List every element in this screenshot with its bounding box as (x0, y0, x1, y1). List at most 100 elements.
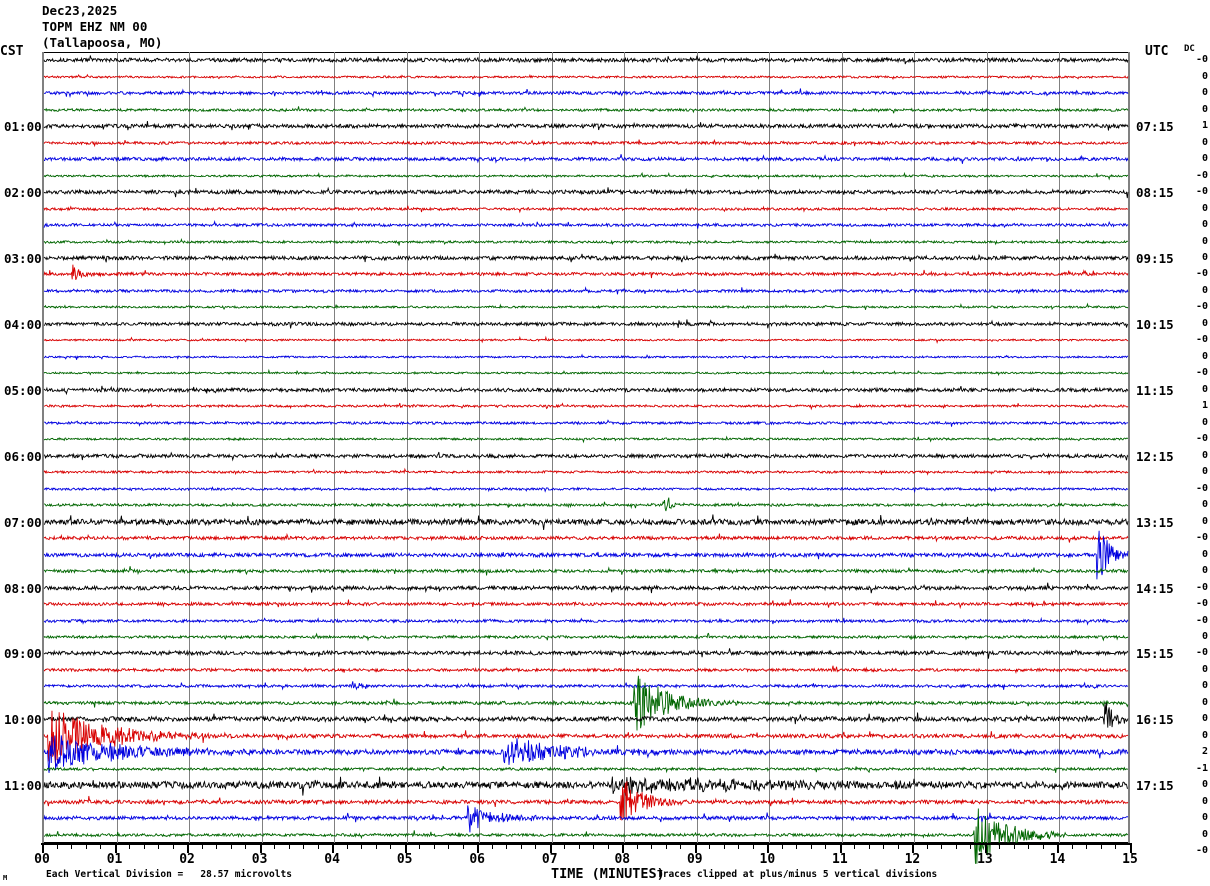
trace-line-blue (44, 487, 1128, 491)
trace-row (44, 484, 1128, 560)
vertical-gridline-minute-09 (696, 52, 698, 843)
trace-line-black (44, 386, 1128, 394)
x-axis-minor-tick (317, 843, 319, 849)
vertical-gridline-minute-13 (986, 52, 988, 843)
x-axis-minor-tick (723, 843, 725, 849)
dc-value: -0 (1195, 598, 1208, 610)
x-axis-minor-tick (593, 843, 595, 849)
vertical-gridline-minute-12 (914, 52, 916, 843)
trace-row (44, 385, 1128, 461)
x-axis-minor-tick (535, 843, 537, 849)
trace-row (44, 615, 1128, 691)
x-axis-minor-tick (810, 843, 812, 849)
x-axis-title: TIME (MINUTES) (551, 866, 665, 882)
x-axis-minor-tick (129, 843, 131, 849)
trace-row (44, 550, 1128, 626)
x-axis-minor-tick (303, 843, 305, 849)
x-axis-minor-tick (926, 843, 928, 849)
trace-line-blue (44, 154, 1128, 164)
trace-row (44, 764, 1128, 840)
trace-row (44, 434, 1128, 510)
dc-value: -0 (1195, 845, 1208, 857)
dc-value: -0 (1195, 367, 1208, 379)
dc-value: 0 (1201, 317, 1208, 329)
x-axis-minor-tick (970, 843, 972, 849)
dc-value: 0 (1201, 284, 1208, 296)
trace-row (44, 105, 1128, 181)
left-hour-label: 10:00 (4, 712, 42, 728)
left-hour-label: 04:00 (4, 316, 42, 332)
x-axis-tick-label: 00 (34, 852, 50, 867)
x-axis-tick-label: 09 (686, 852, 703, 867)
trace-line-green (44, 371, 1128, 375)
trace-row (44, 583, 1128, 659)
clip-note: Traces clipped at plus/minus 5 vertical … (657, 869, 938, 880)
x-axis-tick-label: 07 (541, 852, 558, 867)
trace-line-black (44, 514, 1128, 530)
x-axis-major-tick (404, 843, 407, 853)
left-hour-label: 01:00 (4, 119, 42, 135)
x-axis-tick-label: 08 (614, 852, 631, 867)
trace-line-red (44, 534, 1128, 543)
trace-line-green (44, 676, 1128, 731)
x-axis-minor-tick (216, 843, 218, 849)
trace-line-blue (44, 806, 1128, 833)
right-hour-label: 17:15 (1136, 778, 1174, 794)
trace-line-green (44, 498, 1128, 511)
dc-value: 0 (1201, 219, 1208, 231)
dc-value: 0 (1201, 136, 1208, 148)
vertical-gridline-minute-03 (261, 52, 263, 843)
x-axis-major-tick (42, 843, 44, 853)
left-hour-label: 09:00 (4, 646, 42, 662)
vertical-gridline-minute-14 (1059, 52, 1061, 843)
trace-row (44, 797, 1128, 873)
trace-row (44, 22, 1128, 98)
right-hour-label: 10:15 (1136, 316, 1174, 332)
dc-value: 0 (1201, 795, 1208, 807)
x-axis-major-tick (694, 843, 697, 853)
trace-line-blue (44, 287, 1128, 294)
dc-value: -0 (1195, 581, 1208, 593)
trace-row (44, 319, 1128, 395)
vertical-gridline-minute-08 (624, 52, 626, 843)
x-axis-tick-label: 03 (251, 852, 268, 867)
helicorder-plot-area[interactable] (42, 52, 1130, 843)
trace-line-blue (44, 89, 1128, 97)
trace-row (44, 138, 1128, 214)
x-axis-minor-tick (665, 843, 667, 849)
trace-row (44, 55, 1128, 131)
x-axis-major-tick (549, 843, 552, 853)
x-axis-minor-tick (680, 843, 682, 849)
x-axis-minor-tick (1013, 843, 1015, 849)
dc-value: -1 (1195, 762, 1208, 774)
trace-line-green (44, 239, 1128, 245)
dc-value: 2 (1201, 746, 1208, 758)
x-axis-minor-tick (506, 843, 508, 849)
x-axis-minor-tick (361, 843, 363, 849)
trace-row (44, 500, 1128, 576)
dc-value: 0 (1201, 548, 1208, 560)
trace-line-black (44, 254, 1128, 262)
trace-row (44, 121, 1128, 197)
dc-value: -0 (1195, 433, 1208, 445)
x-axis-tick-label: 04 (324, 852, 340, 867)
trace-row (44, 698, 1128, 774)
dc-value: 0 (1201, 87, 1208, 99)
trace-row (44, 368, 1128, 444)
x-axis-minor-tick (346, 843, 348, 849)
x-axis-minor-tick (491, 843, 493, 849)
trace-line-red (44, 75, 1128, 79)
dc-value: 0 (1201, 828, 1208, 840)
trace-row (44, 187, 1128, 263)
trace-line-green (44, 173, 1128, 179)
x-axis-tick-label: 10 (759, 852, 776, 867)
left-hour-label: 11:00 (4, 778, 42, 794)
trace-line-blue (44, 736, 1128, 774)
x-axis-minor-tick (288, 843, 290, 849)
trace-line-black (44, 319, 1128, 328)
right-hour-label: 15:15 (1136, 646, 1174, 662)
vertical-gridline-minute-04 (334, 52, 336, 843)
dc-value: -0 (1195, 268, 1208, 280)
dc-value: 0 (1201, 663, 1208, 675)
trace-row (44, 731, 1128, 807)
